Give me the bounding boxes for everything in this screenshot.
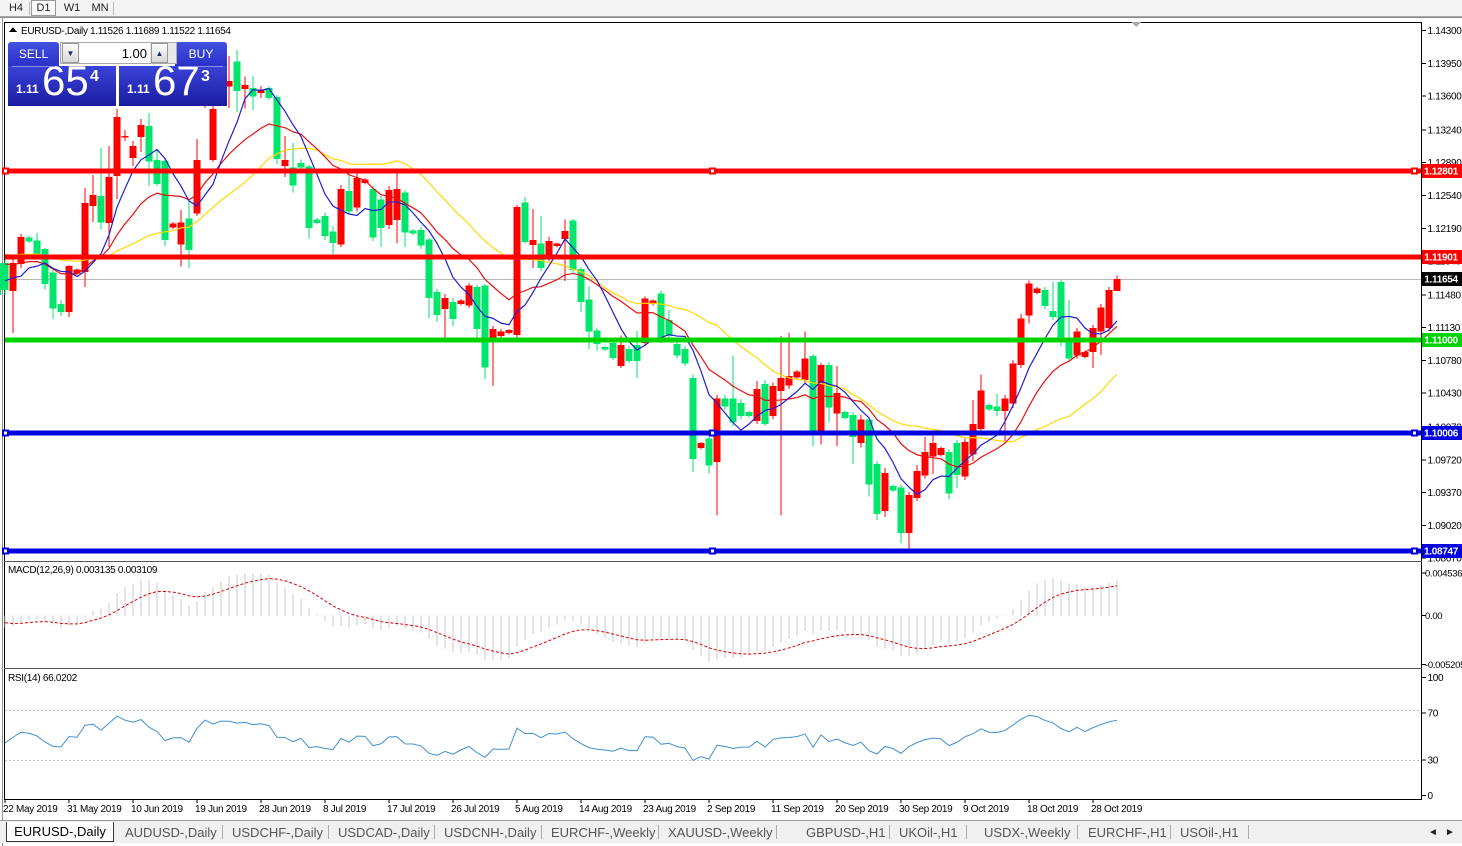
svg-text:5 Aug 2019: 5 Aug 2019 (515, 804, 563, 815)
svg-text:1.13950: 1.13950 (1428, 59, 1462, 70)
svg-text:100: 100 (1428, 673, 1445, 684)
svg-text:19 Jun 2019: 19 Jun 2019 (195, 804, 247, 815)
svg-text:1.11526 1.11689 1.11522 1.1165: 1.11526 1.11689 1.11522 1.11654 (90, 26, 231, 37)
svg-text:-0.005205: -0.005205 (1425, 660, 1462, 671)
svg-text:9 Oct 2019: 9 Oct 2019 (963, 804, 1010, 815)
svg-text:1.13240: 1.13240 (1428, 125, 1462, 136)
svg-text:17 Jul 2019: 17 Jul 2019 (387, 804, 436, 815)
svg-text:8 Jul 2019: 8 Jul 2019 (323, 804, 367, 815)
svg-text:30 Sep 2019: 30 Sep 2019 (899, 804, 953, 815)
svg-text:1.12540: 1.12540 (1428, 191, 1462, 202)
svg-text:0.00: 0.00 (1425, 611, 1442, 622)
svg-text:70: 70 (1428, 708, 1439, 719)
svg-text:0.004536: 0.004536 (1425, 568, 1462, 579)
svg-text:1.12890: 1.12890 (1428, 158, 1462, 169)
svg-text:14 Aug 2019: 14 Aug 2019 (579, 804, 633, 815)
svg-text:1.14300: 1.14300 (1428, 26, 1462, 37)
svg-text:1.11000: 1.11000 (1424, 336, 1458, 347)
svg-text:RSI(14) 66.0202: RSI(14) 66.0202 (8, 673, 78, 684)
svg-text:10 Jun 2019: 10 Jun 2019 (131, 804, 183, 815)
svg-text:1.10006: 1.10006 (1424, 429, 1459, 440)
svg-text:1.12190: 1.12190 (1428, 224, 1462, 235)
svg-text:1.11901: 1.11901 (1424, 253, 1458, 264)
svg-text:20 Sep 2019: 20 Sep 2019 (835, 804, 889, 815)
svg-text:1.12801: 1.12801 (1424, 167, 1459, 178)
svg-text:1.10780: 1.10780 (1428, 356, 1462, 367)
svg-text:0: 0 (1428, 791, 1434, 802)
svg-text:1.11130: 1.11130 (1428, 323, 1461, 334)
svg-text:11 Sep 2019: 11 Sep 2019 (771, 804, 824, 815)
svg-text:EURUSD-,Daily: EURUSD-,Daily (21, 26, 88, 37)
svg-text:30: 30 (1428, 756, 1439, 767)
svg-text:1.09370: 1.09370 (1428, 488, 1462, 499)
svg-text:1.09020: 1.09020 (1428, 521, 1462, 532)
svg-text:23 Aug 2019: 23 Aug 2019 (643, 804, 697, 815)
svg-text:28 Oct 2019: 28 Oct 2019 (1091, 804, 1143, 815)
svg-text:22 May 2019: 22 May 2019 (3, 804, 58, 815)
svg-text:1.11480: 1.11480 (1428, 290, 1462, 301)
svg-text:1.09720: 1.09720 (1428, 455, 1462, 466)
svg-text:1.08747: 1.08747 (1424, 547, 1459, 558)
svg-text:31 May 2019: 31 May 2019 (67, 804, 122, 815)
svg-text:2 Sep 2019: 2 Sep 2019 (707, 804, 756, 815)
svg-text:MACD(12,26,9) 0.003135 0.00310: MACD(12,26,9) 0.003135 0.003109 (8, 565, 158, 576)
svg-text:1.10430: 1.10430 (1428, 389, 1462, 400)
svg-text:1.08670: 1.08670 (1428, 554, 1462, 565)
svg-text:1.13600: 1.13600 (1428, 92, 1462, 103)
svg-text:1.11654: 1.11654 (1424, 275, 1458, 286)
svg-text:18 Oct 2019: 18 Oct 2019 (1027, 804, 1079, 815)
svg-text:28 Jun 2019: 28 Jun 2019 (259, 804, 311, 815)
svg-text:26 Jul 2019: 26 Jul 2019 (451, 804, 500, 815)
